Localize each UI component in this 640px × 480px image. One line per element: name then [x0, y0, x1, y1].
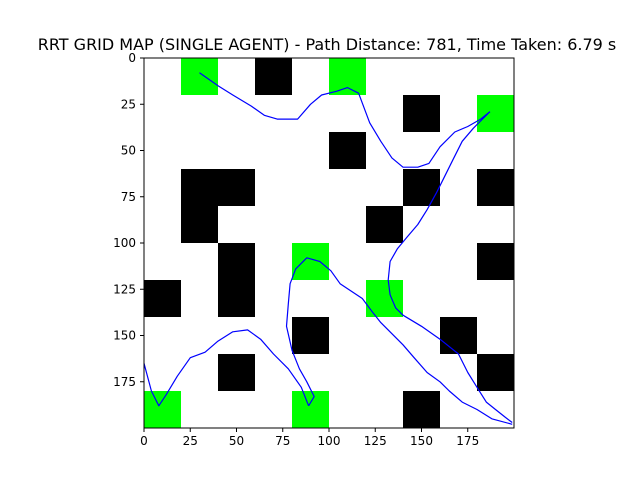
y-tick-label: 150 [113, 329, 136, 343]
obstacle-cell [477, 354, 514, 391]
obstacle-cell [218, 243, 255, 280]
waypoint-cell [477, 95, 514, 132]
rrt-path-line [285, 257, 513, 425]
rrt-path-line [387, 111, 513, 423]
waypoint-cell [292, 391, 329, 428]
y-tick-label: 50 [121, 144, 136, 158]
waypoint-cell [329, 58, 366, 95]
obstacle-cell [292, 317, 329, 354]
obstacle-cell [403, 95, 440, 132]
y-tick-label: 25 [121, 97, 136, 111]
obstacle-cell [403, 169, 440, 206]
obstacle-cell [255, 58, 292, 95]
x-tick-label: 50 [229, 434, 244, 448]
waypoint-cell [144, 391, 181, 428]
obstacle-cell [144, 280, 181, 317]
obstacle-cell [477, 169, 514, 206]
x-tick-label: 25 [183, 434, 198, 448]
x-tick-label: 150 [410, 434, 433, 448]
x-tick-label: 75 [275, 434, 290, 448]
waypoint-cell [181, 58, 218, 95]
obstacle-cell [218, 169, 255, 206]
x-tick-label: 100 [318, 434, 341, 448]
obstacle-cell [329, 132, 366, 169]
obstacle-cell [440, 317, 477, 354]
y-tick-label: 0 [128, 51, 136, 65]
x-tick-label: 175 [456, 434, 479, 448]
y-tick-label: 100 [113, 236, 136, 250]
rrt-path-line [199, 72, 491, 168]
obstacle-cell [477, 243, 514, 280]
obstacle-cell [366, 206, 403, 243]
obstacle-cell [181, 206, 218, 243]
obstacle-cell [181, 169, 218, 206]
y-tick-label: 175 [113, 375, 136, 389]
y-tick-label: 125 [113, 282, 136, 296]
obstacle-cell [403, 391, 440, 428]
waypoint-cell [292, 243, 329, 280]
chart-title: RRT GRID MAP (SINGLE AGENT) - Path Dista… [38, 35, 617, 54]
obstacle-cell [218, 280, 255, 317]
obstacle-cell [218, 354, 255, 391]
rrt-path-line [143, 329, 310, 407]
x-tick-label: 0 [140, 434, 148, 448]
plot-area: 0 25 50 75 100 125 150 175 0 25 50 75 100 125 150 175 [113, 51, 515, 448]
x-tick-label: 125 [364, 434, 387, 448]
y-tick-label: 75 [121, 190, 136, 204]
